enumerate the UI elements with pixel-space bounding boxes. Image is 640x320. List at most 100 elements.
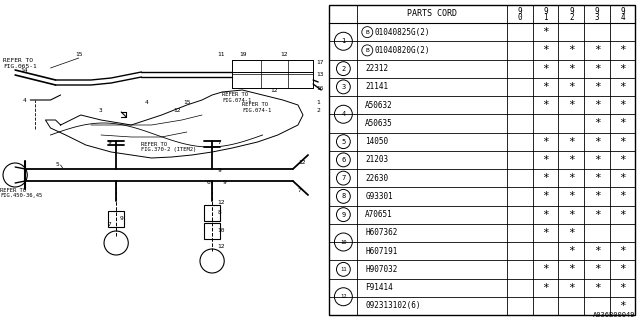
Text: H607362: H607362 (365, 228, 397, 237)
Text: *: * (568, 191, 575, 201)
Text: 3: 3 (341, 84, 346, 90)
Text: 13: 13 (316, 73, 324, 77)
Text: FIG.370-2 (ITEM2): FIG.370-2 (ITEM2) (141, 148, 196, 153)
Text: *: * (568, 246, 575, 256)
Text: 12: 12 (281, 52, 288, 58)
Text: 2: 2 (569, 12, 573, 21)
Text: 9: 9 (620, 6, 625, 15)
Text: FIG.074-1: FIG.074-1 (222, 98, 252, 102)
Text: *: * (568, 137, 575, 147)
Text: *: * (594, 264, 600, 274)
Text: *: * (594, 82, 600, 92)
Text: 9: 9 (543, 6, 548, 15)
Text: *: * (568, 173, 575, 183)
Text: 9: 9 (222, 180, 226, 185)
Text: 22312: 22312 (365, 64, 388, 73)
Text: 11: 11 (340, 267, 347, 272)
Text: *: * (568, 210, 575, 220)
Text: *: * (620, 191, 626, 201)
Text: 0: 0 (517, 12, 522, 21)
Text: *: * (542, 45, 549, 55)
Text: 11: 11 (217, 52, 225, 58)
Text: *: * (620, 100, 626, 110)
Text: *: * (594, 100, 600, 110)
Text: *: * (594, 210, 600, 220)
Text: 19: 19 (239, 52, 247, 58)
Text: 14050: 14050 (365, 137, 388, 146)
Text: *: * (594, 155, 600, 165)
Text: *: * (568, 283, 575, 292)
Text: *: * (620, 301, 626, 311)
Text: *: * (620, 246, 626, 256)
Text: G93301: G93301 (365, 192, 393, 201)
Text: 092313102(6): 092313102(6) (365, 301, 420, 310)
Text: 12: 12 (340, 294, 347, 299)
Text: *: * (620, 264, 626, 274)
Text: H907032: H907032 (365, 265, 397, 274)
Text: 9: 9 (108, 140, 112, 145)
Text: 9: 9 (119, 217, 123, 221)
Text: FIG.065-1: FIG.065-1 (3, 63, 36, 68)
Text: 9: 9 (595, 6, 600, 15)
Text: REFER TO: REFER TO (243, 102, 268, 108)
Text: *: * (620, 137, 626, 147)
Text: 14: 14 (20, 68, 28, 73)
Text: *: * (568, 228, 575, 238)
Bar (108, 211, 124, 227)
Text: PARTS CORD: PARTS CORD (407, 10, 457, 19)
Text: 7: 7 (341, 175, 346, 181)
Text: *: * (542, 100, 549, 110)
Text: *: * (542, 264, 549, 274)
Text: *: * (594, 45, 600, 55)
Text: 12: 12 (217, 244, 225, 250)
Text: 15: 15 (183, 100, 191, 105)
Text: 9: 9 (217, 169, 221, 173)
Text: *: * (594, 64, 600, 74)
Text: 4: 4 (620, 12, 625, 21)
Text: REFER TO: REFER TO (141, 142, 168, 148)
Text: *: * (594, 137, 600, 147)
Text: 7: 7 (217, 140, 221, 145)
Text: 10: 10 (217, 228, 225, 234)
Text: REFER TO: REFER TO (3, 58, 33, 62)
Text: *: * (594, 118, 600, 128)
Text: *: * (542, 228, 549, 238)
Text: *: * (542, 191, 549, 201)
Text: *: * (542, 82, 549, 92)
Text: 5: 5 (341, 139, 346, 145)
Text: 12: 12 (217, 201, 225, 205)
Text: H607191: H607191 (365, 247, 397, 256)
Text: 22630: 22630 (365, 174, 388, 183)
Text: 9: 9 (517, 6, 522, 15)
Text: 12: 12 (271, 87, 278, 92)
Text: *: * (542, 173, 549, 183)
Text: F91414: F91414 (365, 283, 393, 292)
Text: 21203: 21203 (365, 156, 388, 164)
Text: *: * (568, 264, 575, 274)
Text: 7: 7 (298, 188, 301, 193)
Text: B: B (365, 30, 369, 35)
Text: 2: 2 (341, 66, 346, 72)
Text: 7: 7 (108, 222, 112, 228)
Text: *: * (620, 82, 626, 92)
Text: 6: 6 (207, 180, 211, 185)
Text: 3: 3 (595, 12, 600, 21)
Text: *: * (620, 155, 626, 165)
Text: A036B00049: A036B00049 (593, 312, 635, 318)
Text: 21141: 21141 (365, 82, 388, 92)
Text: 6: 6 (341, 157, 346, 163)
Text: *: * (542, 155, 549, 165)
Text: *: * (542, 64, 549, 74)
Text: *: * (542, 27, 549, 37)
Text: *: * (594, 173, 600, 183)
Text: *: * (568, 45, 575, 55)
Text: 1: 1 (543, 12, 548, 21)
Text: *: * (594, 283, 600, 292)
Text: *: * (542, 283, 549, 292)
Bar (204, 205, 220, 221)
Text: *: * (542, 137, 549, 147)
Text: 12: 12 (173, 108, 180, 113)
Text: *: * (542, 210, 549, 220)
Text: FIG.450-36,45: FIG.450-36,45 (0, 193, 42, 197)
Text: *: * (620, 210, 626, 220)
